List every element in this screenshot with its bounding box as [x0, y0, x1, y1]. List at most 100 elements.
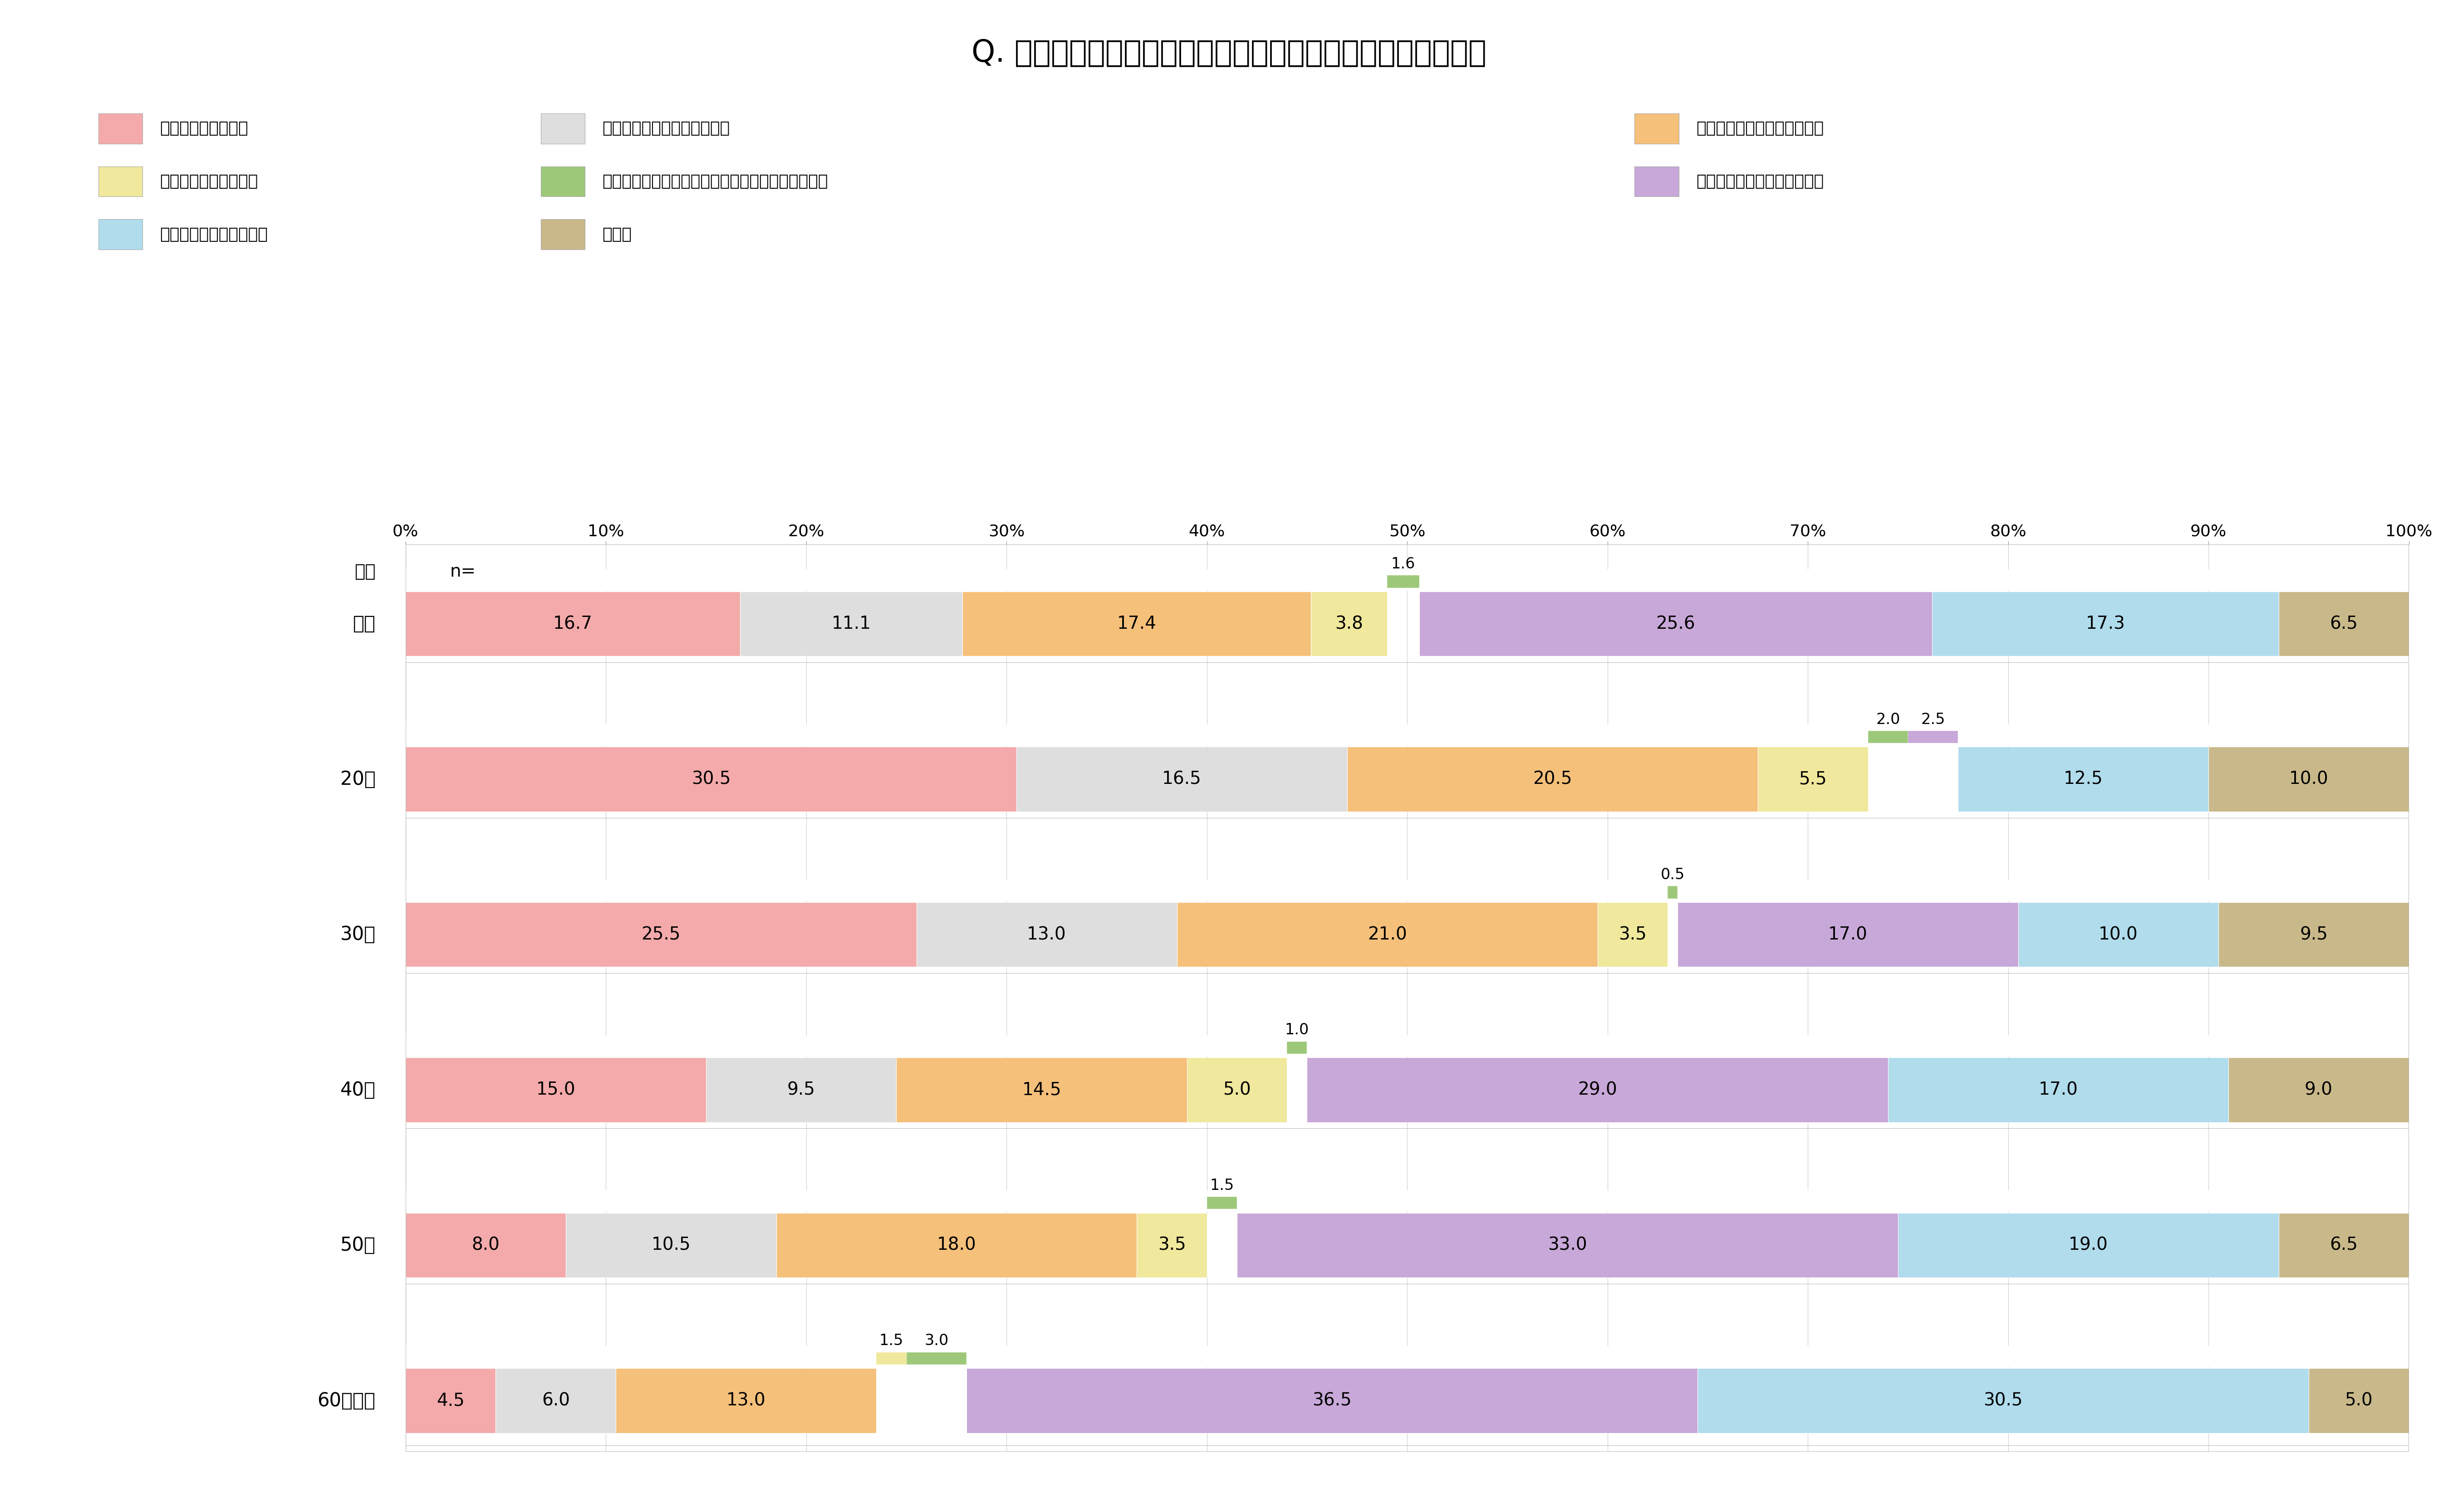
Bar	[406, 569, 2409, 590]
Text: 40代: 40代	[339, 1081, 376, 1099]
Text: 25.6: 25.6	[1657, 615, 1696, 632]
Text: 17.0: 17.0	[2038, 1081, 2077, 1099]
Bar	[406, 903, 917, 966]
Text: 居住地付近に坂道が多いから: 居住地付近に坂道が多いから	[1696, 174, 1824, 189]
Bar	[2207, 747, 2409, 812]
Bar	[1679, 903, 2018, 966]
Text: 15.0: 15.0	[536, 1081, 575, 1099]
Bar	[1907, 730, 1959, 744]
Bar	[2018, 903, 2220, 966]
Bar	[2229, 1057, 2409, 1122]
Text: 5.0: 5.0	[2345, 1393, 2372, 1409]
Text: 30.5: 30.5	[691, 771, 730, 788]
Text: 9.5: 9.5	[787, 1081, 816, 1099]
Bar	[740, 591, 964, 656]
Text: 5.5: 5.5	[1799, 771, 1826, 788]
Bar	[1386, 576, 1418, 588]
Text: 0.5: 0.5	[1662, 868, 1684, 883]
Bar	[1932, 591, 2279, 656]
Text: 車が使えなくなったから（車処分・免許返納など）: 車が使えなくなったから（車処分・免許返納など）	[602, 174, 828, 189]
Text: 3.0: 3.0	[924, 1334, 949, 1349]
Text: 11.1: 11.1	[831, 615, 870, 632]
Bar	[777, 1213, 1136, 1278]
Bar	[406, 1036, 2409, 1057]
Text: 20.5: 20.5	[1534, 771, 1573, 788]
Text: 2.5: 2.5	[1922, 712, 1944, 727]
Bar	[1236, 1213, 1898, 1278]
Text: 17.0: 17.0	[1829, 925, 1868, 943]
Bar	[907, 1352, 966, 1364]
Text: 25.5: 25.5	[642, 925, 681, 943]
Text: 10.0: 10.0	[2099, 925, 2138, 943]
Text: 36.5: 36.5	[1313, 1393, 1352, 1409]
Text: 3.5: 3.5	[1617, 925, 1647, 943]
Text: 13.0: 13.0	[1027, 925, 1067, 943]
Text: 16.5: 16.5	[1163, 771, 1202, 788]
Text: 10.5: 10.5	[651, 1237, 691, 1253]
Text: 20代: 20代	[339, 770, 376, 789]
Text: 14.5: 14.5	[1023, 1081, 1062, 1099]
Text: 18.0: 18.0	[936, 1237, 976, 1253]
Bar	[2279, 591, 2409, 656]
Text: 脚の負担が軽減するから: 脚の負担が軽減するから	[160, 227, 268, 242]
Bar	[966, 1368, 1698, 1433]
Text: 6.5: 6.5	[2330, 1237, 2357, 1253]
Text: 200: 200	[440, 925, 477, 943]
Text: 10.0: 10.0	[2288, 771, 2328, 788]
Bar	[1667, 886, 1679, 898]
Bar	[406, 880, 2409, 901]
Text: 1.5: 1.5	[880, 1334, 905, 1349]
Text: 19.0: 19.0	[2070, 1237, 2109, 1253]
Text: 12.5: 12.5	[2065, 771, 2104, 788]
Bar	[1868, 730, 1907, 744]
Text: 30.5: 30.5	[1984, 1393, 2023, 1409]
Bar	[617, 1368, 878, 1433]
Text: 33.0: 33.0	[1549, 1237, 1588, 1253]
Bar	[406, 1057, 705, 1122]
Text: 13.0: 13.0	[728, 1393, 767, 1409]
Text: 29.0: 29.0	[1578, 1081, 1617, 1099]
Bar	[1959, 747, 2207, 812]
Bar	[878, 1352, 907, 1364]
Text: その他: その他	[602, 227, 632, 242]
Text: 60代以上: 60代以上	[317, 1391, 376, 1411]
Text: 30代: 30代	[339, 925, 376, 943]
Text: 200: 200	[440, 1391, 477, 1411]
Text: 1000: 1000	[428, 614, 477, 634]
Text: 車を持っていないから: 車を持っていないから	[160, 174, 258, 189]
Text: 2.0: 2.0	[1875, 712, 1900, 727]
Bar	[1187, 1057, 1288, 1122]
Text: 17.3: 17.3	[2087, 615, 2126, 632]
Text: 17.4: 17.4	[1116, 615, 1155, 632]
Text: 200: 200	[440, 1235, 477, 1255]
Bar	[1018, 747, 1347, 812]
Text: 9.5: 9.5	[2301, 925, 2328, 943]
Bar	[406, 1346, 2409, 1367]
Bar	[1888, 1057, 2229, 1122]
Bar	[1757, 747, 1868, 812]
Text: 9.0: 9.0	[2306, 1081, 2333, 1099]
Text: 4.5: 4.5	[438, 1393, 465, 1409]
Text: 全体: 全体	[354, 614, 376, 634]
Text: 重いものを運ぶから: 重いものを運ぶから	[160, 121, 248, 136]
Bar	[1177, 903, 1598, 966]
Bar	[1207, 1198, 1236, 1210]
Bar	[1418, 591, 1932, 656]
Text: 8.0: 8.0	[472, 1237, 499, 1253]
Text: 1.5: 1.5	[1209, 1178, 1234, 1193]
Bar	[1136, 1213, 1207, 1278]
Text: 200: 200	[440, 770, 477, 789]
Bar	[406, 1190, 2409, 1211]
Text: 6.0: 6.0	[541, 1393, 570, 1409]
Bar	[2308, 1368, 2409, 1433]
Text: 5.0: 5.0	[1224, 1081, 1251, 1099]
Text: 200: 200	[440, 1081, 477, 1099]
Text: 3.8: 3.8	[1335, 615, 1364, 632]
Bar	[917, 903, 1177, 966]
Text: Q. 電動アシスト付自転車を買おうと思った理由は何ですか？: Q. 電動アシスト付自転車を買おうと思った理由は何ですか？	[971, 38, 1487, 68]
Bar	[2279, 1213, 2409, 1278]
Bar	[406, 1368, 497, 1433]
Text: 6.5: 6.5	[2330, 615, 2357, 632]
Bar	[1898, 1213, 2279, 1278]
Bar	[406, 591, 740, 656]
